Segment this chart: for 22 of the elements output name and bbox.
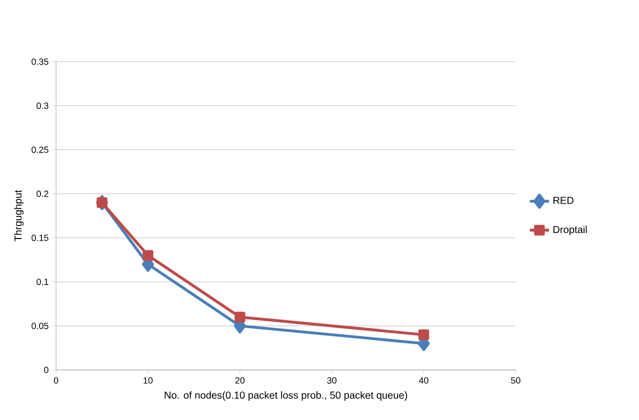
x-axis-title: No. of nodes(0.10 packet loss prob., 50 packet queue) [164,391,408,401]
point [96,197,108,208]
y-tick-label: 0.15 [32,234,48,241]
x-tick-label: 50 [511,377,520,384]
y-tick-label: 0.05 [32,322,48,329]
legend-label: RED [553,196,574,204]
point [142,250,154,261]
point [418,329,430,340]
y-tick-label: 0.2 [36,190,48,197]
y-tick-label: 0.1 [36,278,48,285]
y-tick-label: 0.25 [32,146,48,153]
y-tick-label: 0 [44,366,48,373]
x-tick-label: 30 [327,377,336,384]
x-tick-label: 0 [54,377,58,384]
y-tick-label: 0.35 [32,58,48,65]
y-axis-title: Thrgughput [14,190,24,242]
legend-label: Droptail [553,226,587,235]
y-tick-label: 0.3 [36,102,48,109]
point [234,312,246,322]
x-tick-label: 20 [235,377,245,384]
x-tick-label: 40 [418,377,428,384]
x-tick-label: 10 [144,377,153,384]
